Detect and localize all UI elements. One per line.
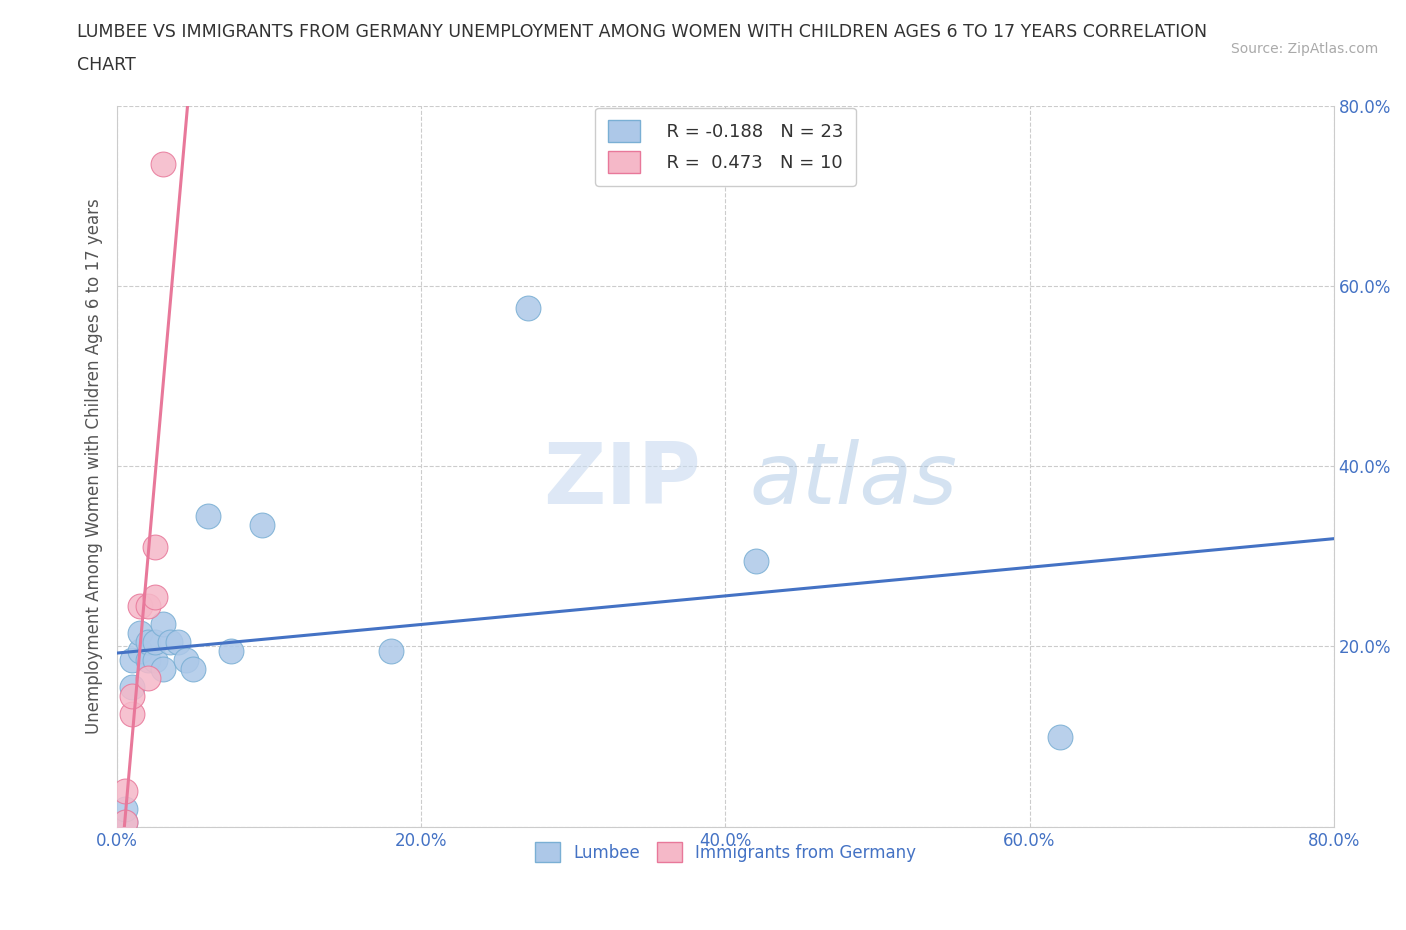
Text: Source: ZipAtlas.com: Source: ZipAtlas.com [1230,42,1378,56]
Point [114,802,136,817]
Legend: Lumbee, Immigrants from Germany: Lumbee, Immigrants from Germany [529,835,922,869]
Point [114,815,136,830]
Point [745,553,768,568]
Point [143,634,166,649]
Point [136,671,159,685]
Point [250,517,273,532]
Point [121,707,143,722]
Point [129,644,152,658]
Point [380,644,402,658]
Point [159,634,181,649]
Point [129,599,152,614]
Point [143,540,166,555]
Point [114,815,136,830]
Point [197,509,219,524]
Point [121,653,143,668]
Text: atlas: atlas [749,439,957,522]
Point [136,599,159,614]
Point [121,688,143,703]
Text: CHART: CHART [77,56,136,73]
Point [136,653,159,668]
Point [121,680,143,695]
Point [152,617,174,631]
Point [129,626,152,641]
Point [167,634,190,649]
Point [174,653,197,668]
Point [114,783,136,798]
Point [152,157,174,172]
Point [181,661,204,676]
Point [136,634,159,649]
Text: LUMBEE VS IMMIGRANTS FROM GERMANY UNEMPLOYMENT AMONG WOMEN WITH CHILDREN AGES 6 : LUMBEE VS IMMIGRANTS FROM GERMANY UNEMPL… [77,23,1208,41]
Y-axis label: Unemployment Among Women with Children Ages 6 to 17 years: Unemployment Among Women with Children A… [86,198,103,734]
Point [1049,729,1071,744]
Point [143,590,166,604]
Point [152,661,174,676]
Text: ZIP: ZIP [543,439,702,522]
Point [516,301,538,316]
Point [219,644,242,658]
Point [143,653,166,668]
